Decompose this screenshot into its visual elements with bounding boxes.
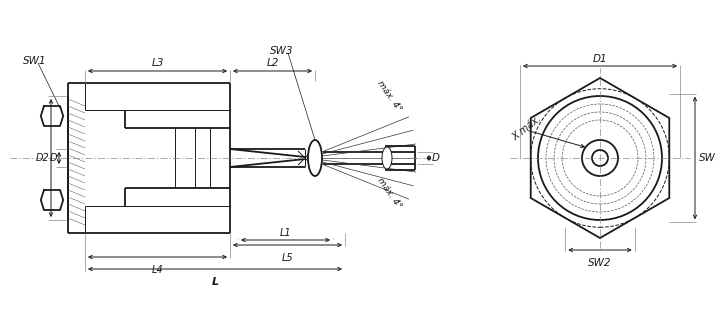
Ellipse shape <box>592 150 608 166</box>
Text: SW2: SW2 <box>588 258 611 268</box>
Text: máx. 4°: máx. 4° <box>375 79 403 113</box>
Text: D: D <box>432 153 440 163</box>
Polygon shape <box>531 78 670 238</box>
Ellipse shape <box>538 96 662 220</box>
Text: X máx.: X máx. <box>510 113 543 143</box>
Text: D: D <box>49 153 57 163</box>
Text: L1: L1 <box>280 228 292 238</box>
Text: L4: L4 <box>152 265 164 275</box>
Text: SW: SW <box>699 153 716 163</box>
Text: SW1: SW1 <box>23 56 47 66</box>
Text: máx. 4°: máx. 4° <box>375 176 403 210</box>
Text: L: L <box>212 277 219 287</box>
Ellipse shape <box>382 147 392 169</box>
Text: D2: D2 <box>35 153 49 163</box>
Text: SW3: SW3 <box>270 46 294 56</box>
Text: L5: L5 <box>281 253 293 263</box>
Text: L3: L3 <box>151 58 164 68</box>
Ellipse shape <box>582 140 618 176</box>
Ellipse shape <box>308 140 322 176</box>
Text: D1: D1 <box>593 54 607 64</box>
Text: L2: L2 <box>266 58 278 68</box>
